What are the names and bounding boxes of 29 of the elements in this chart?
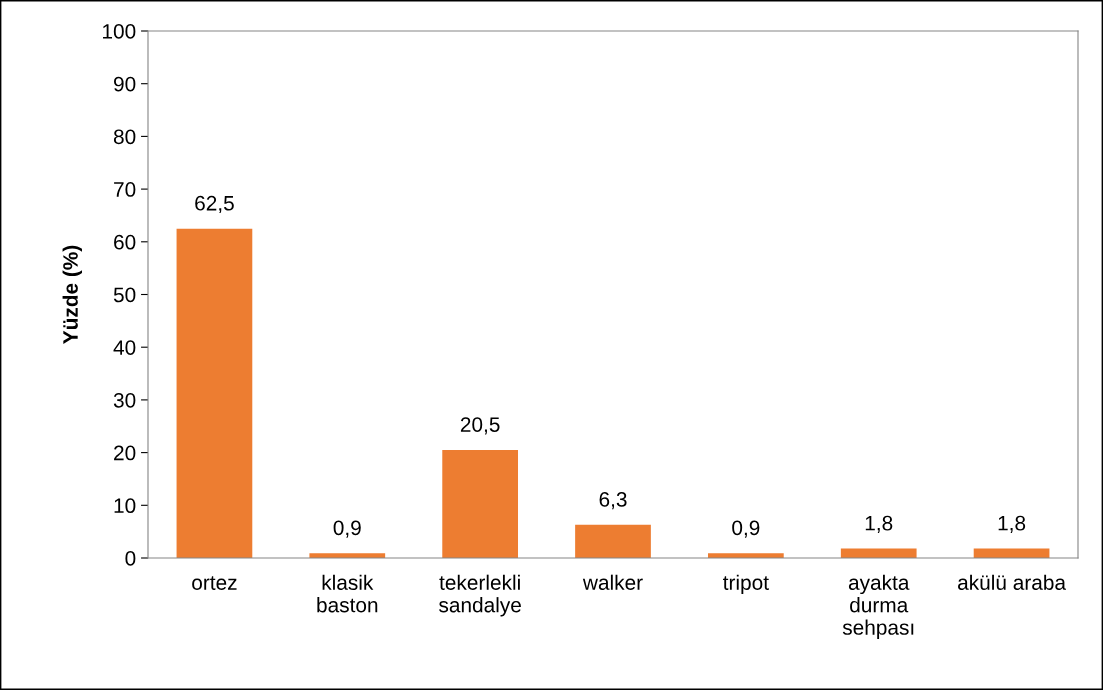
bar (176, 228, 253, 558)
bar (442, 449, 519, 558)
bar (575, 524, 651, 558)
data-label: 0,9 (333, 520, 361, 538)
x-tick-label: klasik baston (317, 574, 378, 613)
y-tick-label: 80 (113, 129, 136, 145)
x-tick-label: tripot (723, 574, 769, 595)
y-tick-label: 40 (113, 340, 136, 355)
data-label: 1,8 (865, 515, 893, 533)
y-tick-label: 20 (114, 445, 136, 461)
y-tick-label: 50 (113, 287, 136, 303)
y-tick-label: 0 (125, 551, 136, 566)
x-tick-label: ortez (192, 576, 237, 590)
data-label: 20,5 (460, 417, 500, 435)
data-label: 6,3 (599, 492, 627, 510)
x-tick-label: walker (582, 574, 643, 590)
y-tick-label: 100 (103, 24, 136, 39)
y-tick-label: 70 (114, 182, 136, 197)
y-tick-label: 10 (114, 498, 136, 514)
x-tick-label: ayakta durma sehpası (842, 574, 914, 639)
y-tick-label: 90 (114, 76, 136, 92)
y-axis-title: Yüzde (%) (62, 245, 82, 344)
y-tick-label: 30 (113, 392, 136, 408)
x-tick-label: akülü araba (958, 574, 1067, 590)
y-tick-label: 60 (114, 234, 136, 250)
x-tick-label: tekerlekli sandalye (439, 574, 521, 617)
data-label: 62,5 (195, 195, 234, 214)
data-label: 1,8 (998, 515, 1026, 533)
data-label: 0,9 (732, 520, 760, 538)
